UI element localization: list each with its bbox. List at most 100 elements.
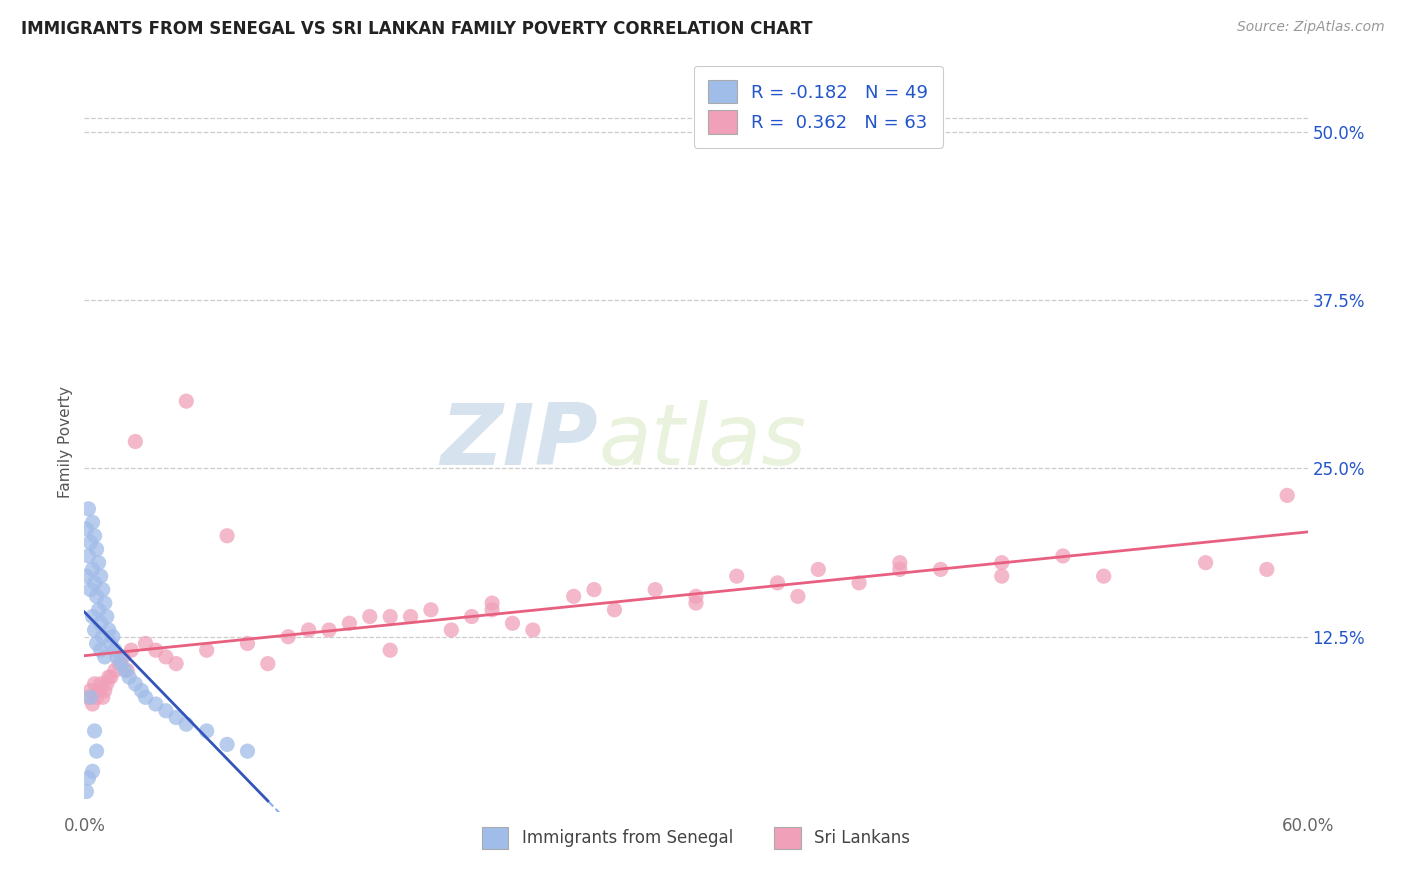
Point [1256, 562, 1278, 576]
Point [359, 609, 381, 624]
Point [100, 670, 122, 684]
Point [96, 677, 118, 691]
Point [91, 630, 114, 644]
Point [1195, 556, 1218, 570]
Point [86, 636, 108, 650]
Point [75, 784, 97, 798]
Point [87, 603, 110, 617]
Point [889, 556, 911, 570]
Point [195, 643, 218, 657]
Point [82, 562, 104, 576]
Point [83, 623, 105, 637]
Point [82, 609, 104, 624]
Point [96, 609, 118, 624]
Point [79, 535, 101, 549]
Legend: Immigrants from Senegal, Sri Lankans: Immigrants from Senegal, Sri Lankans [475, 821, 917, 855]
Point [115, 664, 138, 678]
Point [83, 723, 105, 738]
Point [155, 704, 177, 718]
Point [83, 529, 105, 543]
Point [93, 649, 115, 664]
Point [603, 603, 626, 617]
Point [118, 670, 141, 684]
Point [100, 636, 122, 650]
Point [562, 590, 585, 604]
Point [79, 582, 101, 597]
Point [1052, 549, 1074, 563]
Point [93, 683, 115, 698]
Point [685, 596, 707, 610]
Text: atlas: atlas [598, 400, 806, 483]
Point [86, 590, 108, 604]
Point [991, 569, 1014, 583]
Point [90, 677, 112, 691]
Point [380, 643, 402, 657]
Point [277, 630, 299, 644]
Point [77, 771, 100, 785]
Point [991, 556, 1014, 570]
Point [104, 664, 127, 678]
Point [217, 529, 239, 543]
Point [1092, 569, 1115, 583]
Point [112, 649, 135, 664]
Point [75, 569, 97, 583]
Point [725, 569, 748, 583]
Point [87, 556, 110, 570]
Point [86, 690, 108, 705]
Point [97, 623, 120, 637]
Point [83, 677, 105, 691]
Point [481, 603, 503, 617]
Point [135, 690, 157, 705]
Point [86, 744, 108, 758]
Point [522, 623, 544, 637]
Point [91, 690, 114, 705]
Point [93, 596, 115, 610]
Point [82, 764, 104, 779]
Point [75, 522, 97, 536]
Point [889, 562, 911, 576]
Point [145, 697, 167, 711]
Point [77, 501, 100, 516]
Point [165, 657, 187, 671]
Point [145, 643, 167, 657]
Point [236, 744, 259, 758]
Point [82, 516, 104, 530]
Point [583, 582, 606, 597]
Point [120, 643, 142, 657]
Point [461, 609, 484, 624]
Point [380, 609, 402, 624]
Point [174, 394, 197, 409]
Point [257, 657, 280, 671]
Point [502, 616, 524, 631]
Point [766, 575, 789, 590]
Point [339, 616, 361, 631]
Point [77, 549, 100, 563]
Point [155, 649, 177, 664]
Point [114, 664, 136, 678]
Point [101, 630, 124, 644]
Point [848, 575, 870, 590]
Text: ZIP: ZIP [440, 400, 598, 483]
Point [298, 623, 321, 637]
Point [124, 677, 146, 691]
Point [82, 697, 104, 711]
Point [90, 643, 112, 657]
Point [174, 717, 197, 731]
Point [1277, 488, 1299, 502]
Point [787, 590, 810, 604]
Point [644, 582, 666, 597]
Point [110, 657, 132, 671]
Point [97, 670, 120, 684]
Point [79, 690, 101, 705]
Point [105, 649, 128, 664]
Point [104, 643, 127, 657]
Point [929, 562, 952, 576]
Point [399, 609, 422, 624]
Point [86, 542, 108, 557]
Point [195, 723, 218, 738]
Point [83, 575, 105, 590]
Point [685, 590, 707, 604]
Point [236, 636, 259, 650]
Point [90, 569, 112, 583]
Point [807, 562, 830, 576]
